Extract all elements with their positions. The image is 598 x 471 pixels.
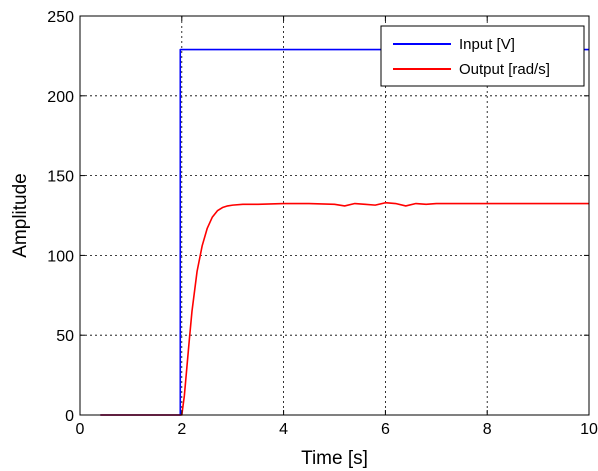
legend-label-input: Input [V] <box>459 36 515 53</box>
series-line-0 <box>100 48 589 416</box>
x-tick-label: 2 <box>177 421 186 438</box>
series-layer <box>100 48 589 416</box>
x-tick-label: 10 <box>580 421 598 438</box>
plot-frame <box>79 15 590 416</box>
y-tick-label: 200 <box>47 89 74 106</box>
y-tick-label: 50 <box>56 328 74 345</box>
legend: Input [V] Output [rad/s] <box>380 25 585 87</box>
x-tick-label: 8 <box>483 421 492 438</box>
x-axis-title: Time [s] <box>301 448 368 469</box>
legend-label-output: Output [rad/s] <box>459 61 550 78</box>
legend-box <box>380 25 585 87</box>
y-tick-label: 100 <box>47 248 74 265</box>
y-axis-title: Amplitude <box>10 173 31 258</box>
x-tick-label: 4 <box>279 421 288 438</box>
y-tick-label: 150 <box>47 169 74 186</box>
y-tick-label: 0 <box>65 408 74 425</box>
series-line-1 <box>100 201 589 416</box>
y-tick-label: 250 <box>47 9 74 26</box>
x-tick-label: 0 <box>76 421 85 438</box>
x-tick-label: 6 <box>381 421 390 438</box>
